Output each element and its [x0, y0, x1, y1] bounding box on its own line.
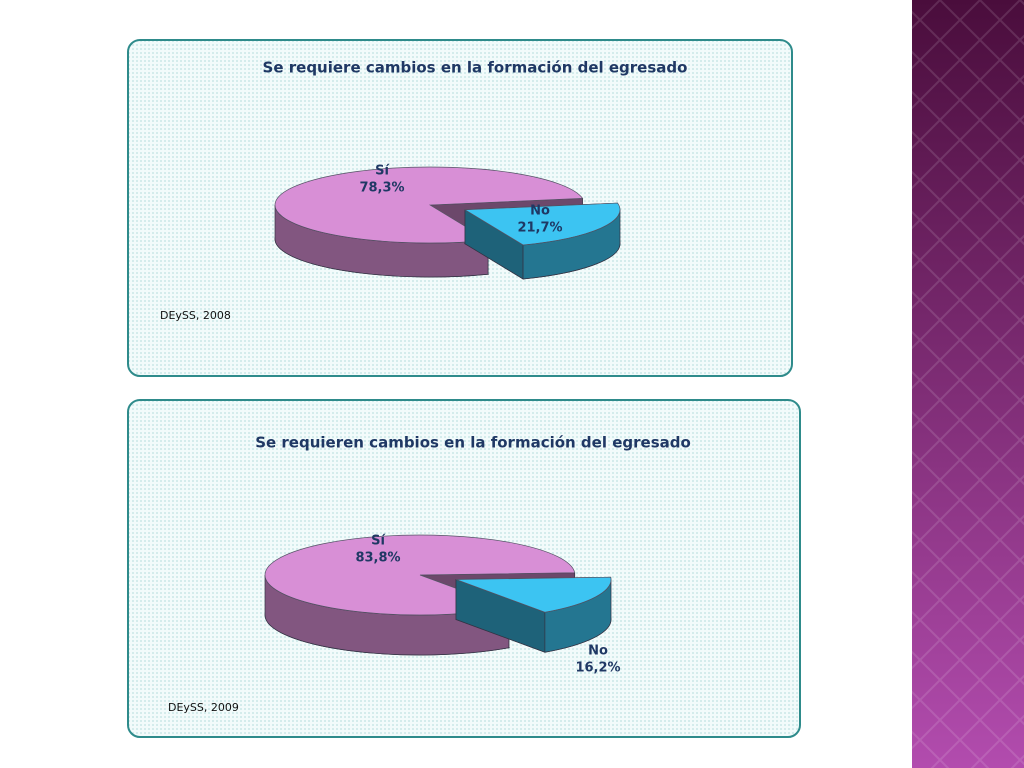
side-pattern	[912, 0, 1024, 768]
slice-category: Sí	[371, 534, 386, 549]
slice-value: 78,3%	[359, 181, 404, 196]
slice	[264, 534, 576, 616]
chart-title: Se requiere cambios en la formación del …	[263, 59, 688, 77]
slice-value: 83,8%	[355, 551, 400, 566]
source: DEySS, 2008	[160, 309, 231, 322]
slice-category: No	[530, 204, 550, 219]
slice	[455, 576, 612, 613]
slice-value: 21,7%	[517, 221, 562, 236]
slice	[463, 202, 621, 246]
slice	[274, 166, 584, 244]
slice-value: 16,2%	[575, 661, 620, 676]
chart-title: Se requieren cambios en la formación del…	[255, 434, 691, 452]
slice-category: No	[588, 644, 608, 659]
source: DEySS, 2009	[168, 701, 239, 714]
slice-category: Sí	[375, 164, 390, 179]
